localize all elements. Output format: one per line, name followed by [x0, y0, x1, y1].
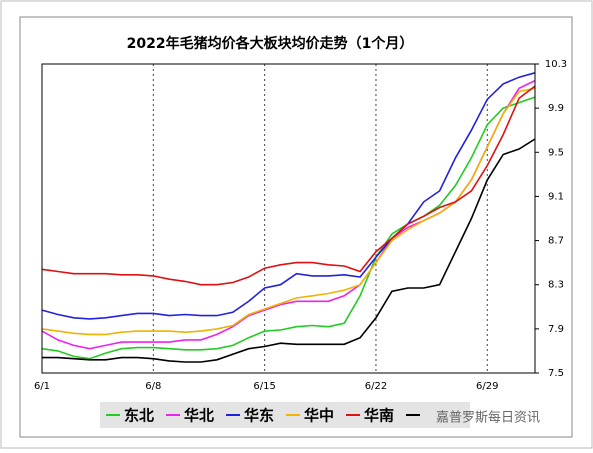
x-tick-label: 6/8	[145, 381, 161, 392]
x-tick-label: 6/15	[253, 381, 275, 392]
y-tick-label: 7.9	[548, 324, 564, 335]
y-tick-label: 8.3	[548, 280, 564, 291]
y-tick-label: 8.7	[548, 236, 564, 247]
chart-box	[19, 16, 573, 438]
x-tick-label: 6/29	[476, 381, 498, 392]
x-tick-label: 6/1	[34, 381, 50, 392]
series-line	[41, 72, 536, 320]
series-line	[41, 96, 536, 360]
legend-label: 华南	[364, 407, 394, 425]
chart-title: 2022年毛猪均价各大板块均价走势（1个月）	[127, 35, 414, 52]
y-tick-label: 7.5	[548, 368, 564, 379]
y-tick-label: 9.1	[548, 191, 564, 202]
y-tick-label: 10.3	[545, 59, 567, 70]
legend-label: 华中	[304, 407, 334, 425]
plot-border	[41, 63, 536, 374]
series-line	[41, 87, 536, 336]
legend-label: 东北	[124, 407, 154, 425]
series-line	[42, 138, 536, 363]
plot	[41, 63, 539, 374]
y-tick-label: 9.9	[548, 103, 564, 114]
y-tick-label: 9.5	[548, 147, 564, 158]
x-tick-label: 6/22	[365, 381, 387, 392]
legend-label: 华北	[184, 407, 214, 425]
series-line	[41, 85, 536, 286]
watermark: 嘉普罗斯每日资讯	[436, 410, 540, 426]
legend-label: 华东	[244, 407, 274, 425]
